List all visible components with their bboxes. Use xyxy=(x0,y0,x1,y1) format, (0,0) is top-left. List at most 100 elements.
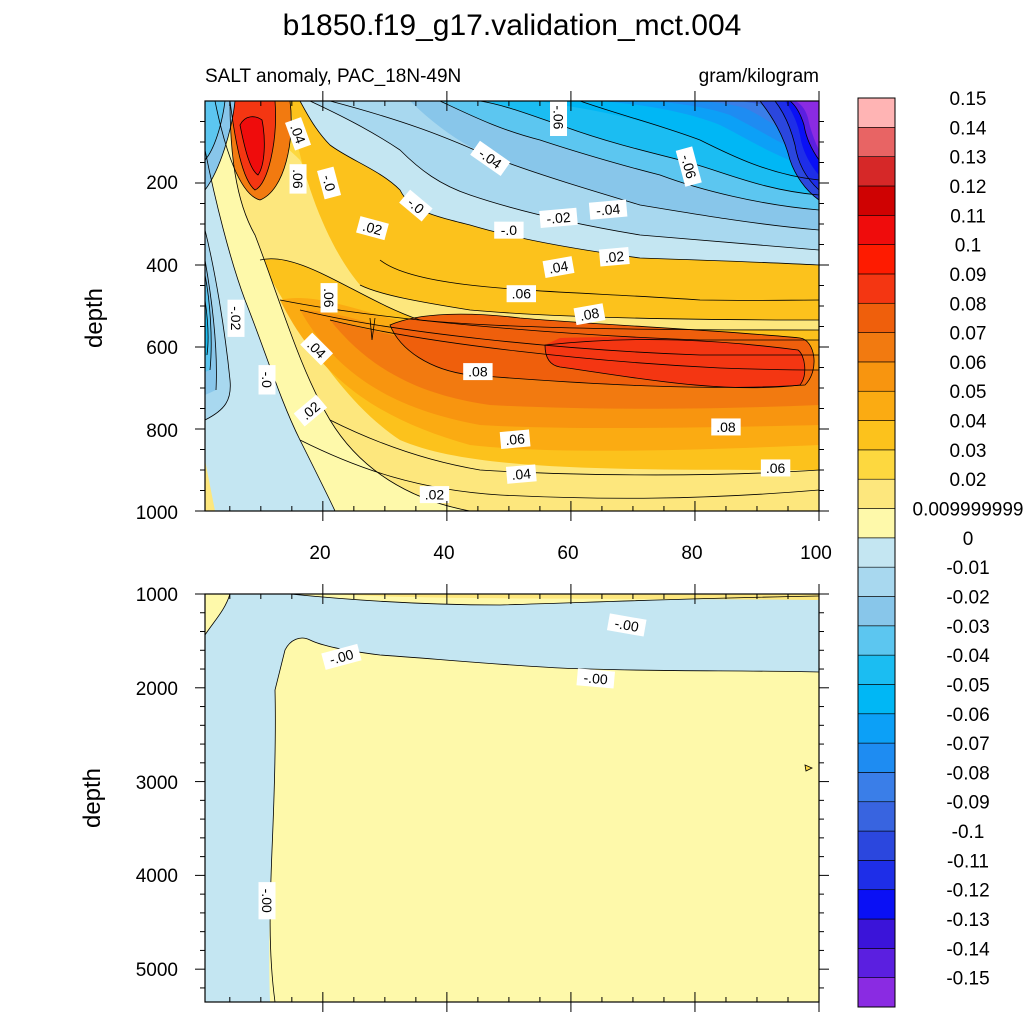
colorbar-swatch xyxy=(857,244,896,275)
contour-label: -.02 xyxy=(227,299,245,337)
colorbar-label: -0.02 xyxy=(946,587,989,608)
lower-axis-ticks xyxy=(195,584,829,1012)
colorbar-swatch xyxy=(857,361,896,392)
colorbar-label: -0.11 xyxy=(947,851,989,872)
colorbar-swatch xyxy=(857,449,896,480)
contour-label-text: .04 xyxy=(511,465,532,483)
colorbar-label: -0.06 xyxy=(946,705,989,726)
upper-x-tick-label: 80 xyxy=(681,543,702,564)
contour-label: -.02 xyxy=(539,207,578,228)
lower-y-tick-label: 3000 xyxy=(136,773,178,794)
upper-y-tick-label: 200 xyxy=(146,173,178,194)
contour-label-text: .06 xyxy=(321,288,337,308)
contour-label: -.0 xyxy=(494,221,524,239)
colorbar-label: 0.14 xyxy=(950,118,987,139)
colorbar-swatch xyxy=(857,977,896,1008)
colorbar-swatch xyxy=(857,97,896,128)
upper-y-tick-label: 600 xyxy=(146,338,178,359)
contour-label-text: -.0 xyxy=(259,372,275,389)
contour-label: -.00 xyxy=(576,668,615,689)
contour-label: .06 xyxy=(320,283,338,313)
upper-x-tick-label: 60 xyxy=(557,543,578,564)
upper-contour-labels: .04.06 -.0-.0.02-.04-.06-.06-.02 -.04-.0.0… xyxy=(227,98,791,504)
contour-label-text: .02 xyxy=(361,218,384,239)
colorbar-label: -0.08 xyxy=(946,763,989,784)
contour-label: .08 xyxy=(573,303,606,326)
contour-label-text: -.00 xyxy=(613,615,640,635)
colorbar-swatch xyxy=(857,420,896,451)
colorbar-label: -0.04 xyxy=(946,646,990,667)
contour-label: -.04 xyxy=(588,199,628,220)
colorbar-swatch xyxy=(857,860,896,891)
contour-label-text: -.00 xyxy=(328,646,356,668)
colorbar-label: 0.11 xyxy=(950,206,986,227)
colorbar-label: 0.15 xyxy=(950,89,987,110)
colorbar-swatch xyxy=(857,684,896,715)
lower-y-tick-label: 4000 xyxy=(136,866,178,887)
colorbar-label: -0.03 xyxy=(946,617,989,638)
contour-label: .02 xyxy=(419,486,450,504)
contour-label: -.00 xyxy=(258,882,276,920)
colorbar-swatch xyxy=(857,625,896,656)
contour-label-text: -.06 xyxy=(678,153,700,181)
contour-label: .06 xyxy=(499,429,531,449)
lower-contour-fill xyxy=(205,594,819,1002)
colorbar-swatch xyxy=(857,478,896,509)
colorbar-label: 0.08 xyxy=(950,294,987,315)
colorbar-swatch xyxy=(857,185,896,216)
contour-label: -.0 xyxy=(317,166,342,200)
upper-y-tick-label: 1000 xyxy=(136,503,178,524)
contour-label-text: .04 xyxy=(548,257,570,276)
lower-y-axis-label: depth xyxy=(79,768,106,828)
contour-label-text: .06 xyxy=(512,286,532,302)
lower-y-tick-label: 2000 xyxy=(136,679,178,700)
contour-label-text: .06 xyxy=(290,169,306,189)
colorbar-label: -0.01 xyxy=(946,558,989,579)
contour-label-text: -.0 xyxy=(319,173,339,193)
colorbar-label: 0.009999999 xyxy=(913,500,1024,521)
colorbar-swatch xyxy=(857,654,896,685)
contour-label: -.00 xyxy=(321,643,362,670)
colorbar-label: -0.12 xyxy=(946,881,989,902)
colorbar-swatch xyxy=(857,302,896,333)
colorbar-swatch xyxy=(857,830,896,861)
contour-label-text: .08 xyxy=(716,419,736,435)
colorbar-swatch xyxy=(857,566,896,597)
lower-contour-labels: -.00 -.00 -.00 -.00 xyxy=(258,613,647,920)
upper-x-tick-label: 100 xyxy=(800,543,832,564)
colorbar-swatch xyxy=(857,742,896,773)
upper-contour-fill xyxy=(205,101,819,511)
lower-panel: -.00 -.00 -.00 -.00 1000 2000 3000 4000 500… xyxy=(79,584,829,1012)
contour-label: -.06 xyxy=(550,98,568,137)
colorbar-swatch xyxy=(857,713,896,744)
colorbar-label: -0.07 xyxy=(946,734,989,755)
upper-y-axis-label: depth xyxy=(81,288,108,348)
colorbar-label: 0.06 xyxy=(950,353,987,374)
upper-y-tick-label: 800 xyxy=(146,421,178,442)
colorbar-label: 0.05 xyxy=(950,382,987,403)
upper-contour-lines xyxy=(205,101,819,511)
colorbar-label: -0.09 xyxy=(946,793,989,814)
colorbar-label: -0.05 xyxy=(946,675,989,696)
colorbar-swatch xyxy=(857,508,896,539)
contour-label: .08 xyxy=(463,363,493,381)
colorbar-label: 0 xyxy=(963,529,974,550)
contour-label-text: .02 xyxy=(604,248,625,266)
contour-label-text: .08 xyxy=(468,364,488,380)
contour-label-text: .06 xyxy=(505,430,526,448)
colorbar-frame xyxy=(857,97,896,1008)
upper-x-tick-label: 20 xyxy=(309,543,330,564)
colorbar-swatch xyxy=(857,537,896,568)
contour-label: .02 xyxy=(598,247,630,267)
contour-label: .02 xyxy=(356,216,389,241)
contour-label: -.0 xyxy=(258,365,276,395)
colorbar-label: -0.14 xyxy=(946,939,990,960)
colorbar-label: -0.15 xyxy=(946,969,989,990)
colorbar-swatch xyxy=(857,948,896,978)
upper-right-title: gram/kilogram xyxy=(699,66,819,87)
contour-label-text: -.02 xyxy=(228,306,244,330)
colorbar-label: 0.09 xyxy=(950,265,987,286)
figure-title: b1850.f19_g17.validation_mct.004 xyxy=(283,9,742,42)
colorbar-label: 0.03 xyxy=(950,441,987,462)
